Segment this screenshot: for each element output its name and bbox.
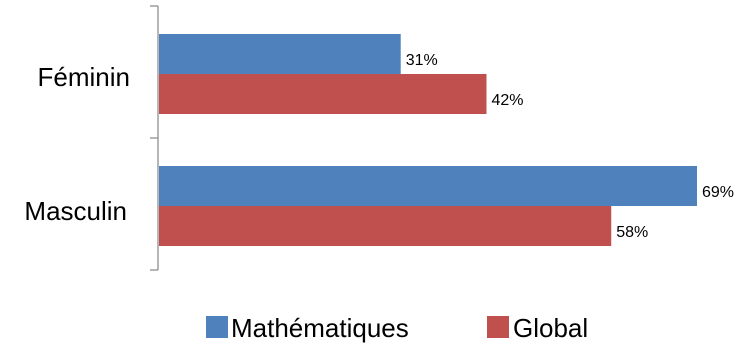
legend-swatch-global — [487, 316, 509, 338]
data-label-mathematiques-feminin: 31% — [406, 52, 438, 69]
legend-label-mathematiques: Mathématiques — [231, 313, 409, 343]
category-label-masculin: Masculin — [24, 196, 127, 226]
legend: Mathématiques Global — [206, 313, 588, 343]
data-label-global-masculin: 58% — [616, 224, 648, 241]
bar-global-masculin — [159, 206, 612, 246]
bar-mathematiques-feminin — [159, 34, 401, 74]
data-label-mathematiques-masculin: 69% — [702, 184, 734, 201]
bar-mathematiques-masculin — [159, 166, 697, 206]
legend-swatch-mathematiques — [206, 316, 228, 338]
legend-label-global: Global — [513, 313, 588, 343]
data-label-global-feminin: 42% — [491, 92, 523, 109]
bar-global-feminin — [159, 74, 487, 114]
category-label-feminin: Féminin — [38, 62, 130, 92]
